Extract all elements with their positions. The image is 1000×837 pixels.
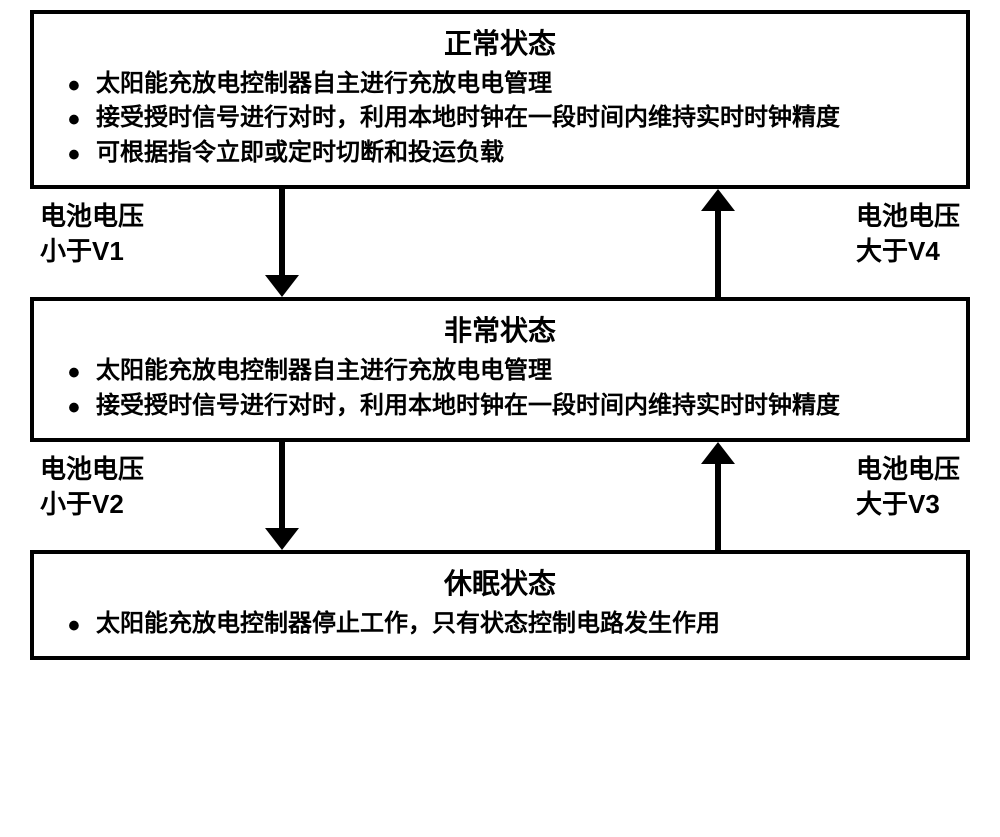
label-line: 电池电压 [40, 201, 144, 231]
state-sleep-title: 休眠状态 [54, 562, 946, 602]
list-item: 太阳能充放电控制器自主进行充放电电管理 [64, 68, 946, 100]
label-line: 电池电压 [40, 454, 144, 484]
transition-up-label: 电池电压 大于V4 [856, 199, 960, 269]
arrow-up-icon [696, 442, 740, 550]
state-sleep: 休眠状态 太阳能充放电控制器停止工作，只有状态控制电路发生作用 [30, 550, 970, 660]
arrow-down-icon [260, 189, 304, 297]
list-item: 接受授时信号进行对时，利用本地时钟在一段时间内维持实时时钟精度 [64, 102, 946, 134]
list-item: 太阳能充放电控制器自主进行充放电电管理 [64, 355, 946, 387]
state-abnormal-list: 太阳能充放电控制器自主进行充放电电管理 接受授时信号进行对时，利用本地时钟在一段… [54, 355, 946, 422]
list-item: 接受授时信号进行对时，利用本地时钟在一段时间内维持实时时钟精度 [64, 390, 946, 422]
list-item: 可根据指令立即或定时切断和投运负载 [64, 137, 946, 169]
state-abnormal: 非常状态 太阳能充放电控制器自主进行充放电电管理 接受授时信号进行对时，利用本地… [30, 297, 970, 442]
transition-normal-abnormal: 电池电压 小于V1 电池电压 大于V4 [30, 189, 970, 297]
transition-down-label: 电池电压 小于V1 [40, 199, 144, 269]
arrow-down-icon [260, 442, 304, 550]
state-normal-title: 正常状态 [54, 22, 946, 62]
label-line: 大于V4 [856, 236, 940, 266]
label-line: 小于V1 [40, 236, 124, 266]
transition-down-label: 电池电压 小于V2 [40, 452, 144, 522]
state-abnormal-title: 非常状态 [54, 309, 946, 349]
state-normal: 正常状态 太阳能充放电控制器自主进行充放电电管理 接受授时信号进行对时，利用本地… [30, 10, 970, 189]
label-line: 电池电压 [856, 201, 960, 231]
label-line: 电池电压 [856, 454, 960, 484]
list-item: 太阳能充放电控制器停止工作，只有状态控制电路发生作用 [64, 608, 946, 640]
label-line: 小于V2 [40, 489, 124, 519]
state-normal-list: 太阳能充放电控制器自主进行充放电电管理 接受授时信号进行对时，利用本地时钟在一段… [54, 68, 946, 169]
label-line: 大于V3 [856, 489, 940, 519]
transition-abnormal-sleep: 电池电压 小于V2 电池电压 大于V3 [30, 442, 970, 550]
arrow-up-icon [696, 189, 740, 297]
transition-up-label: 电池电压 大于V3 [856, 452, 960, 522]
state-sleep-list: 太阳能充放电控制器停止工作，只有状态控制电路发生作用 [54, 608, 946, 640]
